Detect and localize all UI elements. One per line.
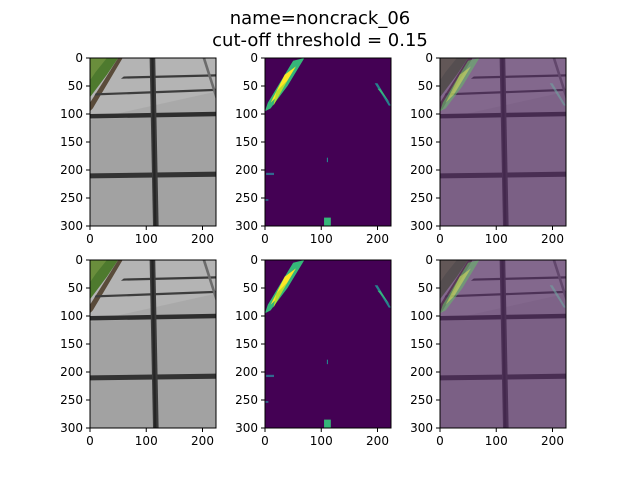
y-tick-label: 100 [235,309,258,323]
x-tick-label: 0 [436,232,444,246]
y-tick-label: 300 [60,421,83,435]
x-tick-label: 0 [86,434,94,448]
x-tick-label: 100 [485,232,508,246]
panel-overlay-bottom [439,259,567,429]
y-tick-label: 250 [60,393,83,407]
y-tick-label: 0 [75,253,83,267]
x-tick-label: 100 [135,434,158,448]
y-tick-label: 250 [410,191,433,205]
y-tick-label: 200 [60,163,83,177]
y-tick-label: 200 [410,365,433,379]
y-tick-label: 0 [75,51,83,65]
x-tick-label: 200 [541,232,564,246]
y-tick-label: 50 [68,281,83,295]
panel-overlay-top [439,57,567,227]
y-tick-label: 150 [235,337,258,351]
x-tick-label: 100 [485,434,508,448]
y-tick-label: 300 [60,219,83,233]
y-tick-label: 150 [60,135,83,149]
y-tick-label: 150 [410,135,433,149]
y-tick-label: 250 [235,191,258,205]
y-tick-label: 300 [235,421,258,435]
y-tick-label: 50 [418,79,433,93]
y-tick-label: 100 [235,107,258,121]
x-tick-label: 100 [310,232,333,246]
y-tick-label: 150 [410,337,433,351]
panel-original-bottom [89,259,217,429]
title-line-1: name=noncrack_06 [229,8,411,29]
figure-title: name=noncrack_06 cut-off threshold = 0.1… [0,8,640,52]
y-tick-label: 150 [235,135,258,149]
y-tick-label: 100 [410,107,433,121]
x-tick-label: 0 [261,232,269,246]
y-tick-label: 200 [235,163,258,177]
y-tick-label: 50 [243,79,258,93]
y-tick-label: 150 [60,337,83,351]
y-tick-label: 250 [235,393,258,407]
y-tick-label: 50 [243,281,258,295]
title-line-2: cut-off threshold = 0.15 [212,30,428,51]
x-tick-label: 200 [191,434,214,448]
y-tick-label: 250 [60,191,83,205]
y-tick-label: 100 [410,309,433,323]
x-tick-label: 200 [366,232,389,246]
x-tick-label: 200 [191,232,214,246]
y-tick-label: 200 [235,365,258,379]
y-tick-label: 0 [250,51,258,65]
y-tick-label: 200 [410,163,433,177]
x-tick-label: 0 [261,434,269,448]
y-tick-label: 50 [68,79,83,93]
y-tick-label: 0 [425,51,433,65]
y-tick-label: 200 [60,365,83,379]
y-tick-label: 0 [250,253,258,267]
panel-mask-top [264,57,392,227]
y-tick-label: 300 [410,219,433,233]
y-tick-label: 250 [410,393,433,407]
x-tick-label: 100 [135,232,158,246]
panel-mask-bottom [264,259,392,429]
y-tick-label: 100 [60,309,83,323]
y-tick-label: 50 [418,281,433,295]
y-tick-label: 300 [410,421,433,435]
x-tick-label: 0 [86,232,94,246]
y-tick-label: 300 [235,219,258,233]
panel-original-top [89,57,217,227]
x-tick-label: 200 [541,434,564,448]
x-tick-label: 100 [310,434,333,448]
y-tick-label: 100 [60,107,83,121]
y-tick-label: 0 [425,253,433,267]
x-tick-label: 200 [366,434,389,448]
x-tick-label: 0 [436,434,444,448]
